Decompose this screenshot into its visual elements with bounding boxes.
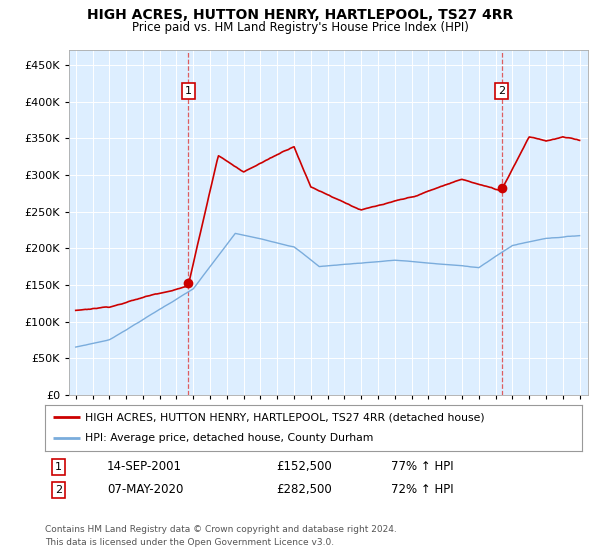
Text: 1: 1 (185, 86, 192, 96)
Text: 2: 2 (498, 86, 505, 96)
Text: 1: 1 (55, 462, 62, 472)
Text: 07-MAY-2020: 07-MAY-2020 (107, 483, 183, 496)
Text: 77% ↑ HPI: 77% ↑ HPI (391, 460, 454, 473)
Text: HIGH ACRES, HUTTON HENRY, HARTLEPOOL, TS27 4RR (detached house): HIGH ACRES, HUTTON HENRY, HARTLEPOOL, TS… (85, 412, 485, 422)
Text: £152,500: £152,500 (276, 460, 332, 473)
Text: 14-SEP-2001: 14-SEP-2001 (107, 460, 182, 473)
Text: Price paid vs. HM Land Registry's House Price Index (HPI): Price paid vs. HM Land Registry's House … (131, 21, 469, 34)
Text: HPI: Average price, detached house, County Durham: HPI: Average price, detached house, Coun… (85, 433, 374, 444)
Text: Contains HM Land Registry data © Crown copyright and database right 2024.
This d: Contains HM Land Registry data © Crown c… (45, 525, 397, 547)
Text: 72% ↑ HPI: 72% ↑ HPI (391, 483, 454, 496)
Text: 2: 2 (55, 485, 62, 494)
Text: £282,500: £282,500 (276, 483, 332, 496)
Text: HIGH ACRES, HUTTON HENRY, HARTLEPOOL, TS27 4RR: HIGH ACRES, HUTTON HENRY, HARTLEPOOL, TS… (87, 8, 513, 22)
